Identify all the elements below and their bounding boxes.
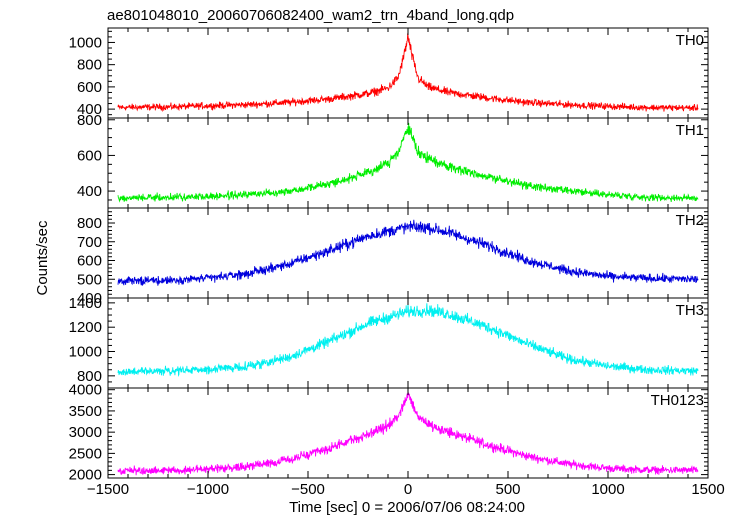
x-tick-labels: −1500 −1000 −500 0 500 1000 1500	[87, 481, 725, 498]
x-tick-label: 0	[404, 481, 412, 498]
y-axis-label: Counts/sec	[34, 220, 51, 296]
panel-frame	[107, 387, 709, 479]
y-tick-label: 400	[77, 101, 102, 118]
x-tick-label: −1000	[187, 481, 229, 498]
series-line-th3	[117, 303, 699, 377]
y-tick-label: 1200	[69, 319, 102, 336]
y-tick-label: 1000	[69, 34, 102, 51]
series-line-th0123	[117, 391, 699, 476]
x-tick-label: 1000	[591, 481, 624, 498]
panel-th0123: 2000 2500 3000 3500 4000 TH0123	[69, 382, 709, 484]
panel-frame	[107, 297, 709, 389]
series-line-th2	[117, 219, 699, 286]
series-label-th1: TH1	[676, 122, 704, 139]
series-label-th0: TH0	[676, 32, 704, 49]
panel-th0: 400 600 800 1000 TH0	[69, 27, 709, 119]
y-tick-label: 600	[77, 147, 102, 164]
y-tick-label: 800	[77, 57, 102, 74]
y-tick-label: 400	[77, 290, 102, 307]
y-tick-label: 2000	[69, 467, 102, 484]
series-line-th1	[117, 122, 699, 203]
y-tick-label: 1000	[69, 344, 102, 361]
y-tick-label: 800	[77, 215, 102, 232]
y-tick-label: 600	[77, 253, 102, 270]
y-tick-label: 3500	[69, 403, 102, 420]
series-line-th0	[117, 33, 699, 113]
series-label-th0123: TH0123	[651, 392, 704, 409]
series-label-th3: TH3	[676, 302, 704, 319]
series-label-th2: TH2	[676, 212, 704, 229]
panel-th1: 400 600 800 TH1	[77, 112, 709, 209]
y-tick-label: 700	[77, 234, 102, 251]
x-tick-label: −500	[291, 481, 325, 498]
x-axis-label: Time [sec] 0 = 2006/07/06 08:24:00	[289, 499, 525, 516]
y-tick-label: 4000	[69, 382, 102, 399]
y-tick-label: 500	[77, 271, 102, 288]
y-tick-label: 3000	[69, 424, 102, 441]
panel-th3: 800 1000 1200 1400 TH3	[69, 295, 709, 389]
y-tick-label: 2500	[69, 445, 102, 462]
y-tick-label: 1400	[69, 295, 102, 312]
x-tick-label: 500	[495, 481, 520, 498]
y-tick-label: 400	[77, 183, 102, 200]
y-tick-label: 800	[77, 368, 102, 385]
y-tick-label: 800	[77, 112, 102, 129]
y-tick-label: 600	[77, 79, 102, 96]
x-tick-label: −1500	[87, 481, 129, 498]
chart-title: ae801048010_20060706082400_wam2_trn_4ban…	[107, 7, 514, 24]
x-tick-label: 1500	[691, 481, 724, 498]
panel-frame	[107, 207, 709, 299]
